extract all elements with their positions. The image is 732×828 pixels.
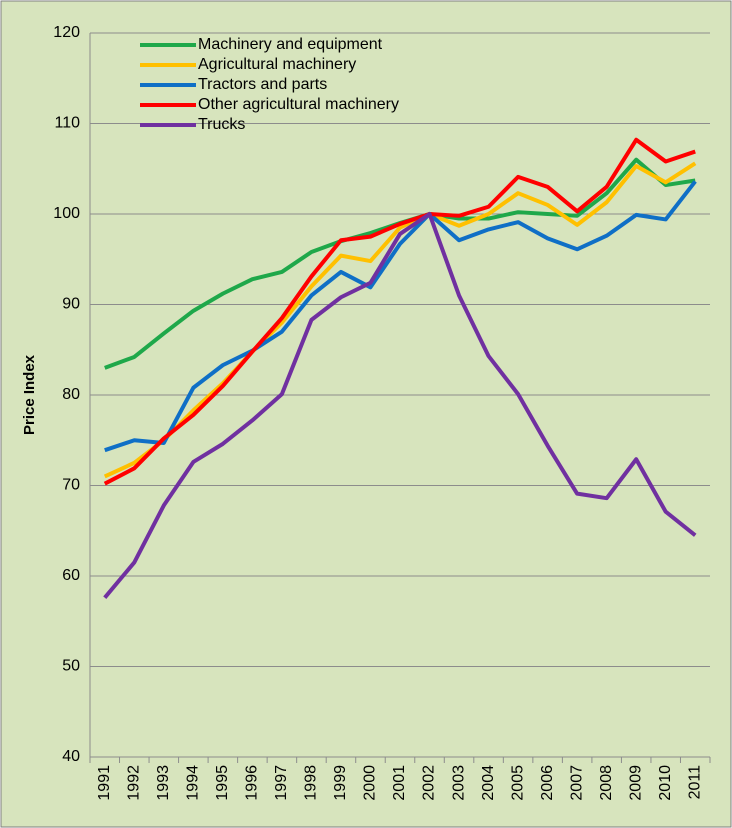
x-tick-label: 1996 (244, 765, 261, 801)
x-tick-label: 1994 (185, 765, 202, 801)
y-tick-label: 70 (62, 477, 80, 494)
x-tick-label: 2000 (362, 765, 379, 801)
x-tick-label: 1998 (303, 765, 320, 801)
x-tick-label: 1997 (273, 765, 290, 801)
x-tick-label: 1991 (96, 765, 113, 801)
x-tick-label: 1995 (214, 765, 231, 801)
x-tick-label: 2005 (509, 765, 526, 801)
legend-label: Agricultural machinery (198, 56, 356, 73)
x-tick-label: 2010 (657, 765, 674, 801)
series-line (103, 161, 697, 479)
legend-label: Machinery and equipment (198, 36, 383, 53)
series-line (104, 180, 697, 453)
x-tick-label: 2001 (391, 765, 408, 801)
y-tick-label: 120 (53, 24, 80, 41)
y-tick-label: 90 (62, 296, 80, 313)
x-tick-label: 2004 (480, 765, 497, 801)
y-axis-label: Price Index (21, 354, 38, 435)
y-tick-label: 40 (62, 748, 80, 765)
x-tick-label: 2009 (627, 765, 644, 801)
x-tick-label: 2002 (421, 765, 438, 801)
y-tick-label: 110 (54, 115, 80, 132)
x-tick-label: 1992 (126, 765, 143, 801)
series-line (103, 212, 697, 600)
legend-label: Tractors and parts (198, 76, 327, 93)
y-tick-label: 50 (62, 658, 80, 675)
x-tick-label: 2003 (450, 765, 467, 801)
x-tick-label: 2007 (568, 765, 585, 801)
y-tick-label: 80 (62, 386, 80, 403)
legend-label: Other agricultural machinery (198, 96, 399, 113)
x-tick-label: 1999 (332, 765, 349, 801)
legend-label: Trucks (198, 116, 245, 133)
x-tick-label: 2011 (686, 765, 703, 800)
series-line (103, 137, 696, 486)
x-tick-label: 1993 (155, 765, 172, 801)
y-tick-label: 60 (62, 567, 80, 584)
y-tick-label: 100 (53, 205, 80, 222)
x-tick-label: 2006 (539, 765, 556, 801)
x-tick-label: 2008 (598, 765, 615, 801)
